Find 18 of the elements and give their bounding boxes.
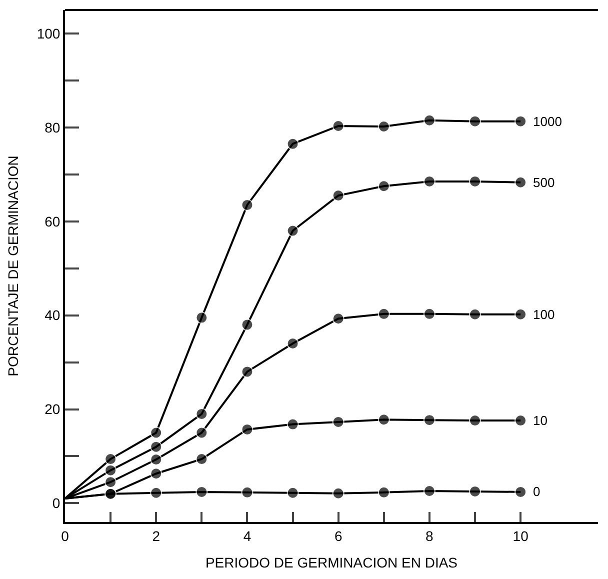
- y-tick-label: 100: [36, 25, 60, 42]
- y-tick-label: 40: [44, 307, 60, 324]
- x-tick-label: 10: [512, 528, 529, 544]
- series-label: 1000: [533, 114, 562, 129]
- y-tick-label: 0: [52, 495, 60, 512]
- x-axis-title: PERIODO DE GERMINACION EN DIAS: [205, 554, 458, 571]
- x-tick-label: 8: [426, 528, 434, 544]
- y-axis-title: PORCENTAJE DE GERMINACION: [4, 156, 21, 376]
- y-tick-label: 20: [44, 401, 60, 418]
- x-tick-label: 2: [152, 528, 160, 544]
- series-label: 100: [533, 307, 555, 322]
- series-label: 0: [533, 484, 540, 499]
- x-tick-label: 4: [243, 528, 252, 544]
- series-label: 500: [533, 175, 555, 190]
- series-label: 10: [533, 413, 548, 428]
- x-tick-label: 6: [334, 528, 342, 544]
- y-tick-label: 80: [44, 119, 60, 136]
- y-tick-label: 60: [44, 213, 60, 230]
